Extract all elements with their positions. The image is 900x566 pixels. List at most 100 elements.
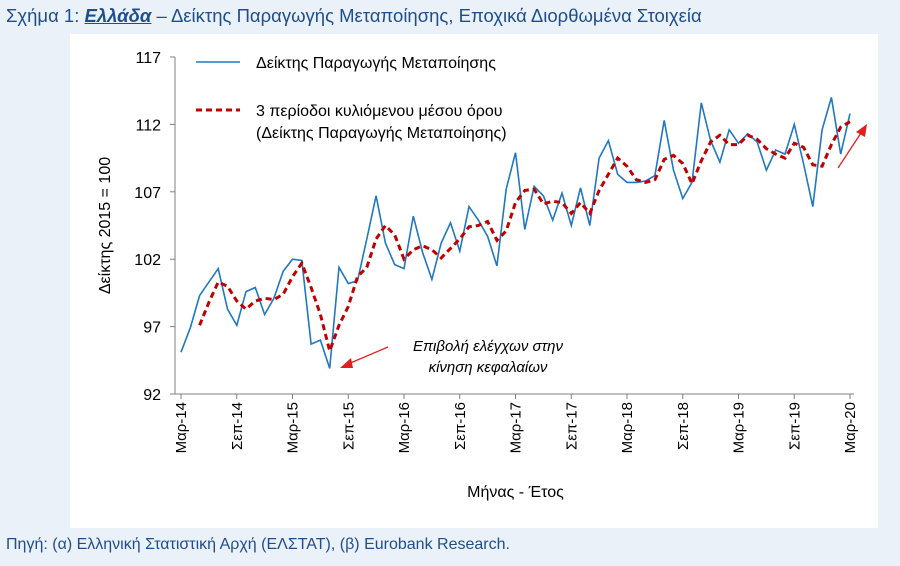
moving-average-point (217, 281, 219, 283)
moving-average-point (552, 200, 554, 202)
index-point (301, 260, 303, 262)
index-point (226, 308, 228, 310)
y-tick-label: 102 (134, 252, 161, 269)
index-point (403, 268, 405, 270)
y-tick-label: 92 (143, 387, 161, 404)
title-prefix: Σχήμα 1: (6, 5, 85, 26)
moving-average-point (793, 142, 795, 144)
moving-average-point (635, 179, 637, 181)
moving-average-point (208, 301, 210, 303)
moving-average-point (542, 203, 544, 205)
index-point (654, 175, 656, 177)
moving-average-point (236, 300, 238, 302)
index-point (700, 102, 702, 104)
moving-average-point (468, 226, 470, 228)
moving-average-point (515, 202, 517, 204)
index-point (264, 313, 266, 315)
index-point (254, 287, 256, 289)
index-point (208, 281, 210, 283)
moving-average-point (524, 189, 526, 191)
index-point (487, 235, 489, 237)
x-tick-label: Μαρ-17 (508, 402, 525, 453)
moving-average-point (487, 220, 489, 222)
index-point (329, 367, 331, 369)
x-ticks: Μαρ-14 Σεπ-14 Μαρ-15 Σεπ-15 Μαρ-16 Σεπ-16 Μαρ-… (173, 394, 859, 453)
moving-average-point (849, 121, 851, 123)
y-axis-title: Δείκτης 2015 = 100 (97, 157, 114, 294)
annotation-line-2: κίνηση κεφαλαίων (429, 359, 548, 376)
index-point (310, 343, 312, 345)
index-point (236, 324, 238, 326)
y-tick-label: 97 (143, 320, 161, 337)
moving-average-point (617, 157, 619, 159)
index-point (775, 149, 777, 151)
index-point (282, 270, 284, 272)
index-point (607, 140, 609, 142)
index-point (728, 129, 730, 131)
moving-average-point (384, 225, 386, 227)
moving-average-point (394, 234, 396, 236)
index-point (431, 278, 433, 280)
index-point (496, 265, 498, 267)
y-tick-label: 112 (135, 117, 161, 134)
moving-average-point (329, 350, 331, 352)
index-point (459, 250, 461, 252)
moving-average-point (319, 313, 321, 315)
moving-average-point (477, 225, 479, 227)
index-point (821, 129, 823, 131)
index-point (338, 266, 340, 268)
moving-average-point (747, 134, 749, 136)
title-country: Ελλάδα (84, 5, 152, 26)
index-point (580, 187, 582, 189)
index-point (803, 162, 805, 164)
moving-average-point (626, 165, 628, 167)
moving-average-point (440, 257, 442, 259)
moving-average-point (598, 189, 600, 191)
index-point (812, 206, 814, 208)
legend-label-moving-average-sub: (Δείκτης Παραγωγής Μεταποίησης) (256, 125, 507, 142)
series-manufacturing-index-line (180, 97, 851, 369)
x-tick-label: Σεπ-15 (340, 402, 357, 450)
trend-arrow-head (856, 124, 867, 137)
index-point (384, 242, 386, 244)
x-tick-label: Μαρ-15 (285, 402, 302, 453)
index-point (394, 264, 396, 266)
x-tick-label: Μαρ-19 (731, 402, 748, 453)
index-point (793, 123, 795, 125)
index-point (635, 181, 637, 183)
x-tick-label: Μαρ-20 (842, 402, 859, 453)
capital-controls-annotation: Επιβολή ελέγχων στην κίνηση κεφαλαίων (340, 338, 563, 376)
moving-average-point (607, 173, 609, 175)
index-point (552, 219, 554, 221)
moving-average-point (580, 202, 582, 204)
index-point (672, 169, 674, 171)
moving-average-point (691, 183, 693, 185)
x-tick-label: Μαρ-16 (396, 402, 413, 453)
moving-average-point (570, 212, 572, 214)
moving-average-point (765, 148, 767, 150)
chart: 92 97 102 107 112 117 Μαρ-14 Σεπ-14 Μαρ-15 Σεπ-1… (97, 50, 867, 501)
index-point (468, 206, 470, 208)
moving-average-point (449, 247, 451, 249)
moving-average-point (700, 160, 702, 162)
index-point (561, 192, 563, 194)
moving-average-point (226, 285, 228, 287)
moving-average-point (366, 266, 368, 268)
index-point (180, 351, 182, 353)
trend-arrow-line (837, 132, 862, 169)
figure-title: Σχήμα 1: Ελλάδα – Δείκτης Παραγωγής Μετα… (6, 5, 702, 27)
x-axis-title: Μήνας - Έτος (467, 484, 564, 501)
index-point (245, 291, 247, 293)
legend-label-moving-average: 3 περίοδοι κυλιόμενου μέσου όρου (256, 103, 503, 120)
moving-average-point (403, 258, 405, 260)
moving-average-point (459, 238, 461, 240)
moving-average-point (672, 154, 674, 156)
moving-average-point (738, 144, 740, 146)
moving-average-point (412, 249, 414, 251)
title-rest: – Δείκτης Παραγωγής Μεταποίησης, Εποχικά… (151, 5, 702, 26)
moving-average-point (292, 276, 294, 278)
moving-average-point (728, 144, 730, 146)
index-point (719, 161, 721, 163)
moving-average-point (830, 144, 832, 146)
y-tick-label: 107 (134, 185, 161, 202)
